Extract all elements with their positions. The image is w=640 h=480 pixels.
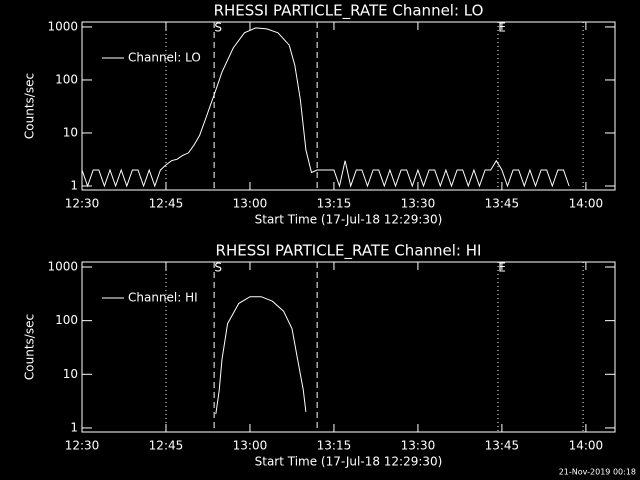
y-tick-label: 10 bbox=[63, 125, 78, 139]
x-tick-label: 13:30 bbox=[401, 197, 436, 211]
x-tick-label: 13:15 bbox=[317, 197, 352, 211]
event-label: S bbox=[214, 21, 222, 35]
legend-label: Channel: LO bbox=[128, 51, 201, 65]
x-tick-label: 13:30 bbox=[401, 439, 436, 453]
y-tick-label: 100 bbox=[55, 72, 78, 86]
y-axis-label: Counts/sec bbox=[23, 73, 37, 139]
y-tick-label: 10 bbox=[63, 367, 78, 381]
x-tick-label: 12:45 bbox=[149, 197, 184, 211]
event-label: S bbox=[214, 261, 222, 275]
event-label: E bbox=[498, 21, 506, 35]
x-tick-label: 12:45 bbox=[149, 439, 184, 453]
data-line bbox=[215, 296, 307, 415]
y-tick-label: 1000 bbox=[47, 260, 78, 274]
y-tick-label: 1 bbox=[70, 420, 78, 434]
y-tick-label: 1 bbox=[70, 178, 78, 192]
x-tick-label: 14:00 bbox=[569, 439, 604, 453]
plot-frame bbox=[81, 21, 616, 191]
y-tick-label: 1000 bbox=[47, 19, 78, 33]
y-tick-label: 100 bbox=[55, 313, 78, 327]
x-axis-label: Start Time (17-Jul-18 12:29:30) bbox=[255, 455, 443, 469]
x-tick-label: 12:30 bbox=[65, 197, 100, 211]
x-tick-label: 12:30 bbox=[65, 439, 100, 453]
y-axis-label: Counts/sec bbox=[23, 314, 37, 380]
x-tick-label: 13:15 bbox=[317, 439, 352, 453]
chart-title: RHESSI PARTICLE_RATE Channel: LO bbox=[214, 2, 484, 21]
data-line bbox=[81, 27, 570, 188]
x-axis-label: Start Time (17-Jul-18 12:29:30) bbox=[255, 213, 443, 227]
x-tick-label: 14:00 bbox=[569, 197, 604, 211]
plot-frame bbox=[81, 261, 616, 433]
x-tick-label: 13:45 bbox=[485, 197, 520, 211]
timestamp: 21-Nov-2019 00:18 bbox=[559, 468, 636, 477]
legend-label: Channel: HI bbox=[128, 291, 198, 305]
x-tick-label: 13:45 bbox=[485, 439, 520, 453]
event-label: E bbox=[498, 261, 506, 275]
x-tick-label: 13:00 bbox=[233, 197, 268, 211]
chart-title: RHESSI PARTICLE_RATE Channel: HI bbox=[216, 242, 482, 261]
x-tick-label: 13:00 bbox=[233, 439, 268, 453]
